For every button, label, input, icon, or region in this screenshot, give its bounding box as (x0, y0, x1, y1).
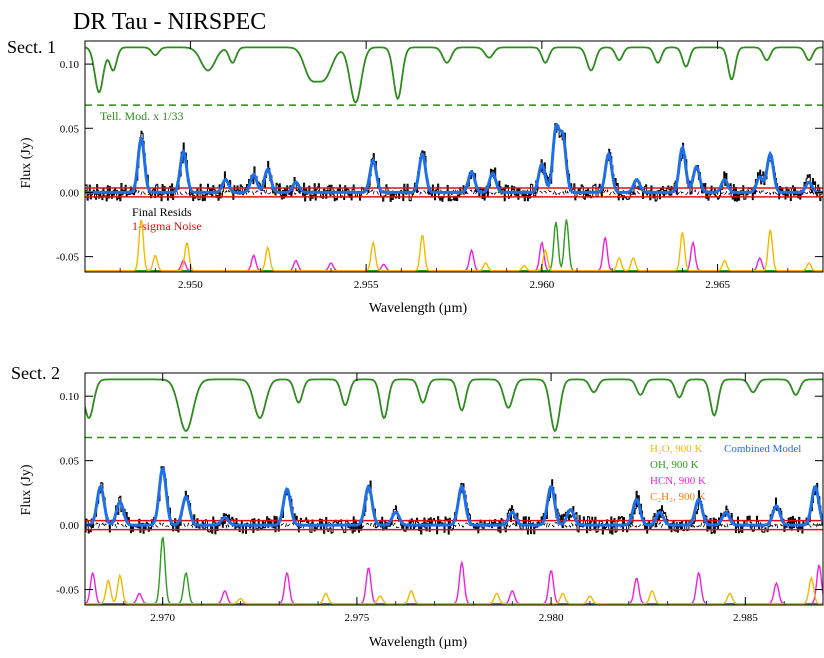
x-tick-label: 2.960 (529, 279, 554, 291)
y-axis-label: Flux (Jy) (19, 137, 34, 188)
species-h2o-line (85, 573, 823, 605)
panel-sect-1: Sect. 1 Tell. Mod. x 1/33 Final Resids 1… (7, 37, 824, 316)
telluric-label: Tell. Mod. x 1/33 (100, 109, 184, 123)
species-hcn-line (85, 560, 823, 605)
plot-frame (84, 40, 824, 273)
legend-oh: OH, 900 K (650, 459, 699, 471)
resid-label: Final Resids (132, 205, 192, 219)
section-label: Sect. 1 (7, 37, 56, 57)
telluric-model-line (85, 46, 823, 104)
x-tick-label: 2.955 (354, 279, 379, 291)
plot-frame (84, 372, 824, 606)
x-tick-label: 2.950 (178, 279, 203, 291)
x-tick-label: 2.980 (539, 612, 564, 624)
y-tick-label: 0.00 (60, 187, 80, 199)
legend-hcn: HCN, 900 K (650, 475, 706, 487)
x-axis-label: Wavelength (µm) (369, 635, 468, 650)
figure-title: DR Tau - NIRSPEC (73, 9, 266, 35)
y-tick-label: 0.00 (60, 520, 80, 532)
y-tick-label: 0.05 (60, 123, 80, 135)
species-h2o-line (85, 219, 823, 272)
x-tick-label: 2.985 (733, 612, 758, 624)
x-tick-label: 2.970 (150, 612, 175, 624)
telluric-model-line (85, 378, 823, 433)
y-tick-label: -0.05 (56, 585, 79, 597)
y-axis-label: Flux (Jy) (19, 464, 34, 515)
species-oh-line (85, 536, 823, 605)
y-tick-label: 0.10 (60, 59, 80, 71)
y-tick-label: 0.10 (60, 391, 80, 403)
x-axis-label: Wavelength (µm) (369, 301, 468, 316)
plot-area (85, 378, 823, 605)
noise-label: 1-sigma Noise (132, 219, 202, 233)
y-tick-label: -0.05 (56, 252, 79, 264)
panel-sect-2: Sect. 2 H₂O, 900 K OH, 900 K HCN, 900 K … (11, 363, 824, 650)
x-tick-label: 2.965 (705, 279, 730, 291)
legend-h2o: H₂O, 900 K (650, 443, 702, 455)
plot-area (85, 46, 823, 272)
x-tick-label: 2.975 (345, 612, 370, 624)
section-label: Sect. 2 (11, 363, 60, 383)
observed-spectrum-line (85, 123, 823, 202)
species-hcn-line (85, 236, 823, 272)
y-tick-label: 0.05 (60, 456, 80, 468)
combined-model-line (85, 122, 823, 194)
combined-model-line (85, 466, 823, 527)
legend-c2h2: C₂H₂, 900 K (650, 491, 706, 503)
legend-combined-model: Combined Model (724, 443, 801, 455)
